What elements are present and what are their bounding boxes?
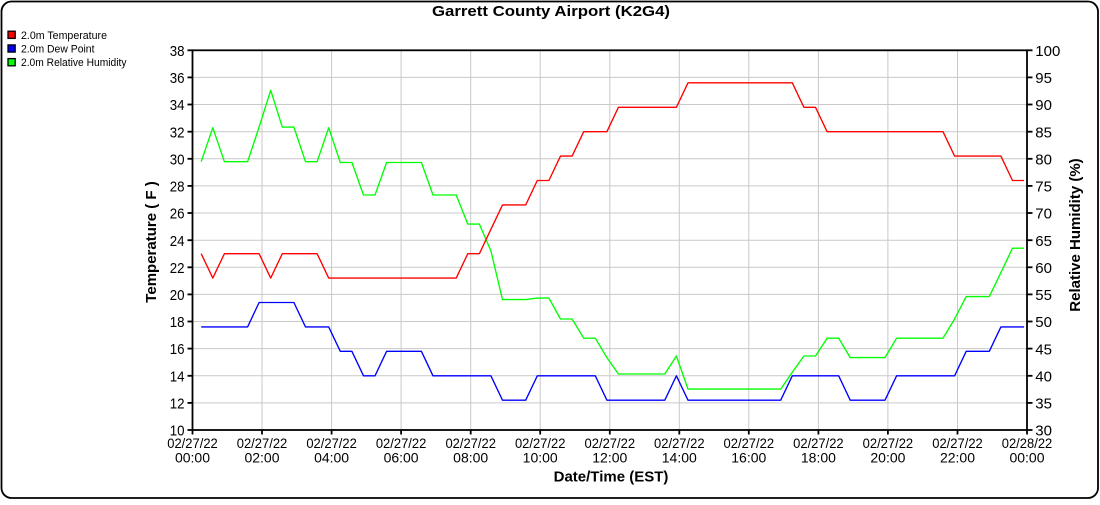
svg-text:32: 32 [170,124,185,141]
svg-text:06:00: 06:00 [384,450,419,466]
svg-text:100: 100 [1035,43,1060,60]
svg-text:16:00: 16:00 [731,450,766,466]
svg-text:36: 36 [170,70,185,87]
svg-text:02/27/22: 02/27/22 [445,435,496,451]
svg-text:28: 28 [170,179,185,196]
svg-text:04:00: 04:00 [314,450,349,466]
svg-text:02:00: 02:00 [244,450,279,466]
svg-text:75: 75 [1035,179,1052,196]
svg-text:30: 30 [170,151,185,168]
svg-text:34: 34 [170,97,185,114]
svg-text:55: 55 [1035,287,1052,304]
svg-text:2.0m Dew Point: 2.0m Dew Point [21,44,95,56]
svg-text:02/27/22: 02/27/22 [585,435,636,451]
svg-text:2.0m Relative Humidity: 2.0m Relative Humidity [21,57,127,69]
svg-text:02/28/22: 02/28/22 [1002,435,1053,451]
svg-text:Relative Humidity (%): Relative Humidity (%) [1067,158,1084,311]
svg-text:10:00: 10:00 [523,450,558,466]
svg-text:38: 38 [170,43,185,60]
svg-text:14: 14 [170,368,185,385]
svg-text:02/27/22: 02/27/22 [724,435,775,451]
svg-text:18:00: 18:00 [801,450,836,466]
svg-text:Temperature ( F ): Temperature ( F ) [143,181,160,302]
svg-text:90: 90 [1035,97,1052,114]
svg-text:24: 24 [170,233,185,250]
svg-text:45: 45 [1035,341,1052,358]
svg-text:02/27/22: 02/27/22 [654,435,705,451]
svg-text:16: 16 [170,341,185,358]
svg-text:50: 50 [1035,314,1052,331]
svg-text:20: 20 [170,287,185,304]
svg-text:18: 18 [170,314,185,331]
svg-text:02/27/22: 02/27/22 [863,435,914,451]
svg-text:22: 22 [170,260,185,277]
svg-text:Date/Time (EST): Date/Time (EST) [554,469,669,486]
svg-text:02/27/22: 02/27/22 [237,435,288,451]
svg-text:08:00: 08:00 [453,450,488,466]
svg-text:35: 35 [1035,396,1052,413]
svg-text:Garrett County Airport (K2G4): Garrett County Airport (K2G4) [432,3,670,20]
svg-text:02/27/22: 02/27/22 [167,435,218,451]
svg-text:70: 70 [1035,206,1052,223]
svg-text:02/27/22: 02/27/22 [793,435,844,451]
svg-text:40: 40 [1035,369,1052,386]
svg-text:14:00: 14:00 [662,450,697,466]
svg-text:30: 30 [1035,423,1052,440]
svg-text:02/27/22: 02/27/22 [515,435,566,451]
svg-text:2.0m Temperature: 2.0m Temperature [21,30,107,42]
svg-text:60: 60 [1035,260,1052,277]
svg-text:00:00: 00:00 [1009,450,1044,466]
svg-text:20:00: 20:00 [870,450,905,466]
svg-text:22:00: 22:00 [940,450,975,466]
svg-text:12:00: 12:00 [592,450,627,466]
svg-text:10: 10 [170,423,185,440]
svg-text:02/27/22: 02/27/22 [376,435,427,451]
svg-text:26: 26 [170,206,185,223]
svg-text:80: 80 [1035,152,1052,169]
svg-text:12: 12 [170,396,185,413]
svg-text:02/27/22: 02/27/22 [932,435,983,451]
svg-text:00:00: 00:00 [175,450,210,466]
svg-text:65: 65 [1035,233,1052,250]
svg-text:85: 85 [1035,124,1052,141]
svg-text:02/27/22: 02/27/22 [306,435,357,451]
svg-text:95: 95 [1035,70,1052,87]
